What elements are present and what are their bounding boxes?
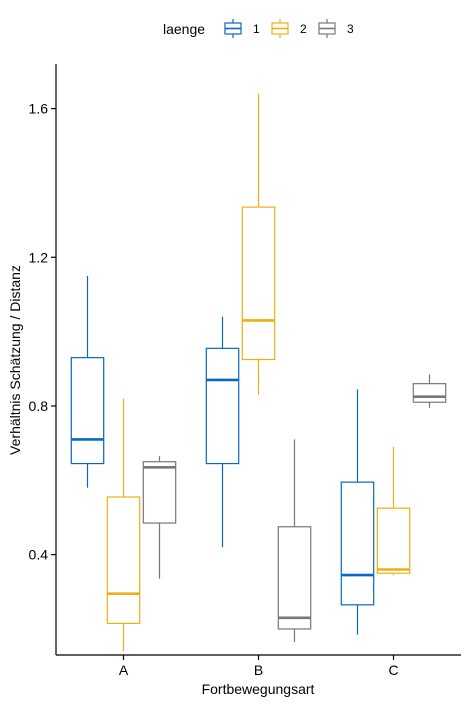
y-tick-label: 0.8	[29, 398, 49, 414]
y-tick-label: 1.6	[29, 101, 49, 117]
box-series-3-c	[412, 374, 447, 408]
box-iqr	[106, 496, 141, 625]
legend-entry-1: 1	[224, 19, 260, 38]
box-series-2-a	[106, 398, 141, 652]
box-iqr	[277, 526, 312, 630]
box-series-1-b	[205, 316, 240, 548]
box-iqr	[412, 383, 447, 403]
box-series-3-b	[277, 439, 312, 642]
box-iqr	[142, 461, 177, 524]
legend-entry-3: 3	[318, 19, 354, 38]
legend-entry-2: 2	[271, 19, 307, 38]
box-series-3-a	[142, 456, 177, 579]
box-series-2-c	[376, 446, 411, 576]
x-tick-label-a: A	[119, 662, 129, 678]
y-tick-label: 1.2	[29, 249, 49, 265]
box-series-1-a	[70, 275, 105, 488]
box-series-1-c	[340, 389, 375, 635]
x-tick-label-c: C	[388, 662, 398, 678]
box-iqr	[241, 206, 276, 361]
legend-label: 1	[253, 22, 260, 36]
box-series-2-b	[241, 93, 276, 395]
legend: laenge 1 2 3	[163, 19, 354, 38]
box-iqr	[70, 357, 105, 465]
x-axis-title: Fortbewegungsart	[202, 681, 315, 697]
y-tick-label: 0.4	[29, 547, 49, 563]
box-iqr	[376, 507, 411, 574]
box-iqr	[205, 347, 240, 465]
legend-label: 3	[347, 22, 354, 36]
plot-area	[70, 93, 447, 652]
axes: 0.4 0.8 1.2 1.6 A B C	[29, 64, 461, 678]
x-tick-label-b: B	[254, 662, 263, 678]
legend-label: 2	[300, 22, 307, 36]
box-iqr	[340, 481, 375, 606]
legend-title: laenge	[163, 21, 205, 37]
y-axis-title: Verhältnis Schätzung / Distanz	[7, 265, 23, 455]
